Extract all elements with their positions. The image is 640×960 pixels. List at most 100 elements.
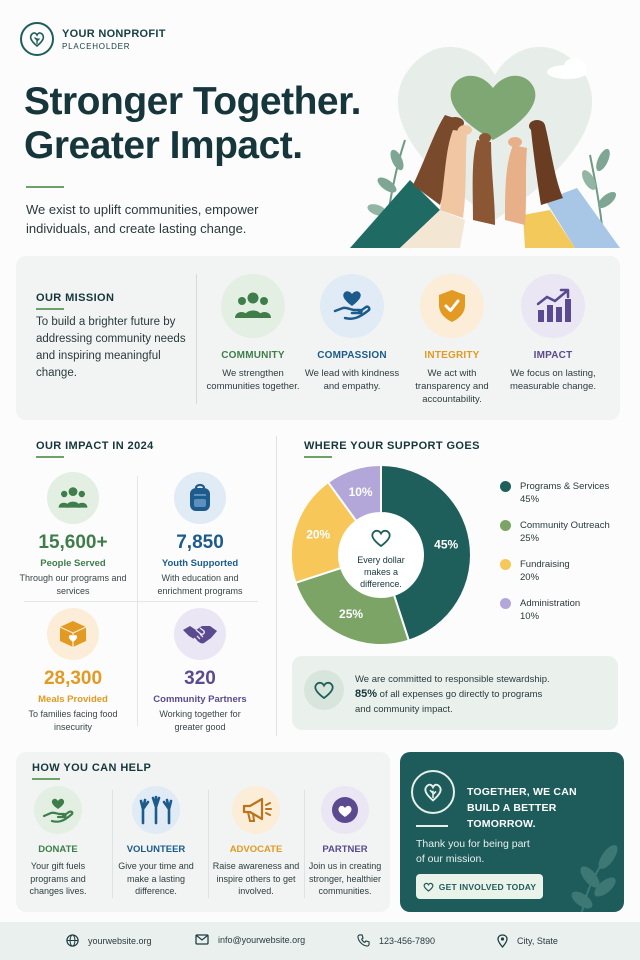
help-card xyxy=(16,752,390,912)
mission-card xyxy=(16,256,620,420)
stat-label: Community Partners xyxy=(153,694,247,705)
stat-label: Meals Provided xyxy=(38,694,108,705)
impact-title: OUR IMPACT IN 2024 xyxy=(36,440,154,452)
leaf-heart-logo-icon xyxy=(20,22,54,56)
donut-hole xyxy=(339,513,423,597)
raised-hands-icon xyxy=(132,786,180,834)
brand[interactable]: YOUR NONPROFIT PLACEHOLDER xyxy=(20,22,166,56)
footer-website[interactable]: yourwebsite.org xyxy=(66,934,152,947)
phone-icon xyxy=(357,934,370,947)
mission-text: To build a brighter future by addressing… xyxy=(36,316,186,379)
people-icon xyxy=(221,274,285,338)
get-involved-button[interactable]: GET INVOLVED TODAY xyxy=(416,874,543,899)
heart-outline-icon xyxy=(371,529,391,548)
stewardship-text: We are committed to responsible stewards… xyxy=(355,672,555,717)
legend-value: 20% xyxy=(520,572,540,583)
stat-desc: With education and enrichment programs xyxy=(157,573,243,596)
help-divider xyxy=(208,790,209,898)
stat-people-served: 15,600+ People Served Through our progra… xyxy=(17,472,129,598)
heart-hand-icon xyxy=(320,274,384,338)
help-divider xyxy=(112,790,113,898)
help-title-rule xyxy=(32,778,60,780)
stat-label: People Served xyxy=(40,558,106,569)
value-desc: We act with transparency and accountabil… xyxy=(415,368,489,405)
headline-line-1: Stronger Together. xyxy=(24,80,361,123)
value-desc: We focus on lasting, measurable change. xyxy=(509,368,597,392)
stat-desc: Working together for greater good xyxy=(159,709,241,732)
section-divider xyxy=(276,436,277,736)
help-advocate[interactable]: ADVOCATE Raise awareness and inspire oth… xyxy=(212,786,300,898)
footer xyxy=(0,922,640,960)
legend-label: Administration xyxy=(520,598,581,609)
help-volunteer[interactable]: VOLUNTEER Give your time and make a last… xyxy=(112,786,200,898)
support-title-rule xyxy=(304,456,332,458)
legend-item: Fundraising 20% xyxy=(500,558,630,584)
website-text: yourwebsite.org xyxy=(88,935,152,946)
donut-center-text: Every dollar makes a difference. xyxy=(357,555,405,589)
stat-number: 320 xyxy=(184,668,216,689)
legend-value: 25% xyxy=(520,533,540,544)
donut-center: Every dollar makes a difference. xyxy=(338,528,424,590)
stat-community-partners: 320 Community Partners Working together … xyxy=(144,608,256,734)
stat-number: 28,300 xyxy=(43,668,103,689)
stat-desc: To families facing food insecurity xyxy=(28,709,118,732)
support-title: WHERE YOUR SUPPORT GOES xyxy=(304,440,480,452)
legend-swatch xyxy=(500,481,511,492)
donut-chart: 45% 25% 20% 10% xyxy=(290,464,472,646)
mission-title-rule xyxy=(36,308,64,310)
stat-desc: Through our programs and services xyxy=(19,573,127,596)
help-partner[interactable]: PARTNER Join us in creating stronger, he… xyxy=(301,786,389,898)
donut-label: 20% xyxy=(306,528,330,542)
globe-icon xyxy=(66,934,79,947)
megaphone-icon xyxy=(232,786,280,834)
hands-holding-heart-illustration xyxy=(350,46,620,248)
heart-outline-icon xyxy=(423,882,434,892)
value-label: COMMUNITY xyxy=(221,350,285,361)
cta-title-line-2: BUILD A BETTER TOMORROW. xyxy=(467,802,557,830)
legend-label: Fundraising xyxy=(520,559,570,570)
mission-title: OUR MISSION xyxy=(36,292,115,304)
help-desc: Raise awareness and inspire others to ge… xyxy=(212,861,300,896)
location-text: City, State xyxy=(517,936,558,946)
stat-number: 7,850 xyxy=(176,532,224,553)
value-desc: We strengthen communities together. xyxy=(206,368,300,392)
mail-icon xyxy=(195,934,209,945)
value-label: IMPACT xyxy=(533,350,573,361)
legend-label: Programs & Services xyxy=(520,481,610,492)
legend-swatch xyxy=(500,520,511,531)
stewardship-card xyxy=(292,656,618,730)
value-compassion: COMPASSION We lead with kindness and emp… xyxy=(302,274,402,393)
footer-email[interactable]: info@yourwebsite.org xyxy=(195,934,305,945)
leaf-heart-logo-icon xyxy=(411,770,455,814)
value-impact: IMPACT We focus on lasting, measurable c… xyxy=(503,274,603,393)
help-label: DONATE xyxy=(38,844,78,855)
footer-phone[interactable]: 123-456-7890 xyxy=(357,934,435,947)
help-title: HOW YOU CAN HELP xyxy=(32,762,152,774)
shield-check-icon xyxy=(420,274,484,338)
page-title: Stronger Together. Greater Impact. xyxy=(24,80,404,168)
cta-title-line-1: TOGETHER, WE CAN xyxy=(467,786,577,798)
brand-name: YOUR NONPROFIT xyxy=(62,27,166,40)
stat-youth-supported: 7,850 Youth Supported With education and… xyxy=(144,472,256,598)
email-text: info@yourwebsite.org xyxy=(218,934,306,945)
headline-divider xyxy=(26,186,64,188)
chart-legend: Programs & Services 45% Community Outreach… xyxy=(500,480,630,636)
brand-subtitle: PLACEHOLDER xyxy=(62,41,131,51)
handshake-icon xyxy=(174,608,226,660)
help-label: ADVOCATE xyxy=(229,844,283,855)
footer-location[interactable]: City, State xyxy=(497,934,558,948)
help-desc: Give your time and make a lasting differ… xyxy=(118,861,194,896)
donate-icon xyxy=(34,786,82,834)
stat-label: Youth Supported xyxy=(161,558,239,569)
help-donate[interactable]: DONATE Your gift fuels programs and chan… xyxy=(14,786,102,898)
get-involved-label: GET INVOLVED TODAY xyxy=(438,881,537,892)
donut-label: 45% xyxy=(434,538,458,552)
donut-label: 25% xyxy=(339,607,363,621)
food-box-icon xyxy=(47,608,99,660)
help-desc: Join us in creating stronger, healthier … xyxy=(308,861,382,896)
value-label: COMPASSION xyxy=(317,350,387,361)
intro-text: We exist to uplift communities, empower … xyxy=(26,202,259,236)
chart-arrow-icon xyxy=(521,274,585,338)
legend-swatch xyxy=(500,598,511,609)
help-label: PARTNER xyxy=(322,844,368,855)
